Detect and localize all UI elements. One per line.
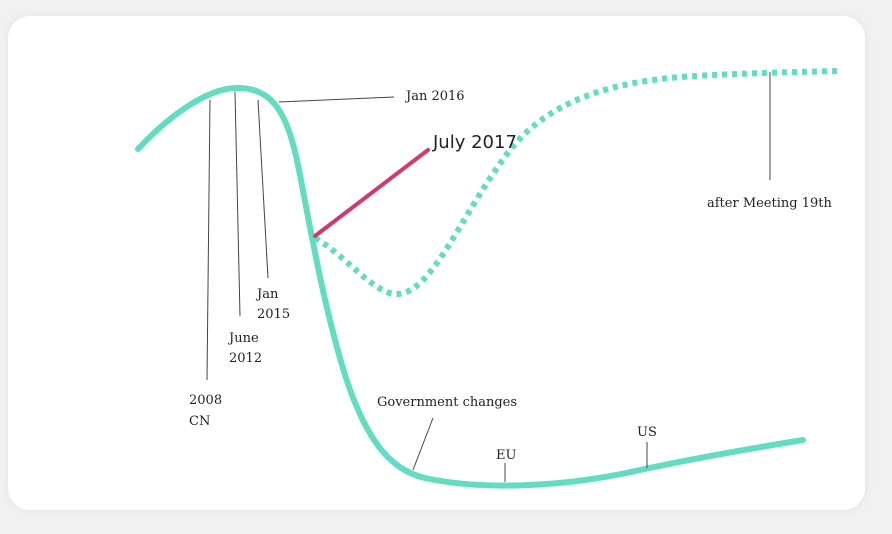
label-jan-2016: Jan 2016 <box>404 89 465 104</box>
recovery-trend-curve <box>313 68 839 298</box>
leader-government-changes <box>412 417 434 471</box>
label-government-changes: Government changes <box>377 395 517 410</box>
label-cn: CN <box>189 414 210 429</box>
label-july-2017: July 2017 <box>432 132 517 153</box>
july-2017-pointer-line <box>313 148 430 238</box>
leader-jan-2016 <box>278 96 395 103</box>
leader-june-2012 <box>234 91 241 317</box>
leader-lines <box>206 72 771 482</box>
label-jan-2015-month: Jan <box>255 287 279 302</box>
main-trend-curve <box>135 84 806 489</box>
label-june: June <box>227 331 259 346</box>
label-us: US <box>637 425 657 440</box>
label-june-year: 2012 <box>229 351 262 366</box>
leader-2008 <box>206 99 211 381</box>
label-after-meeting: after Meeting 19th <box>707 196 832 211</box>
label-jan-2015-year: 2015 <box>257 307 290 322</box>
label-eu: EU <box>496 448 516 463</box>
leader-jan-2015 <box>257 99 269 279</box>
label-2008: 2008 <box>189 393 222 408</box>
